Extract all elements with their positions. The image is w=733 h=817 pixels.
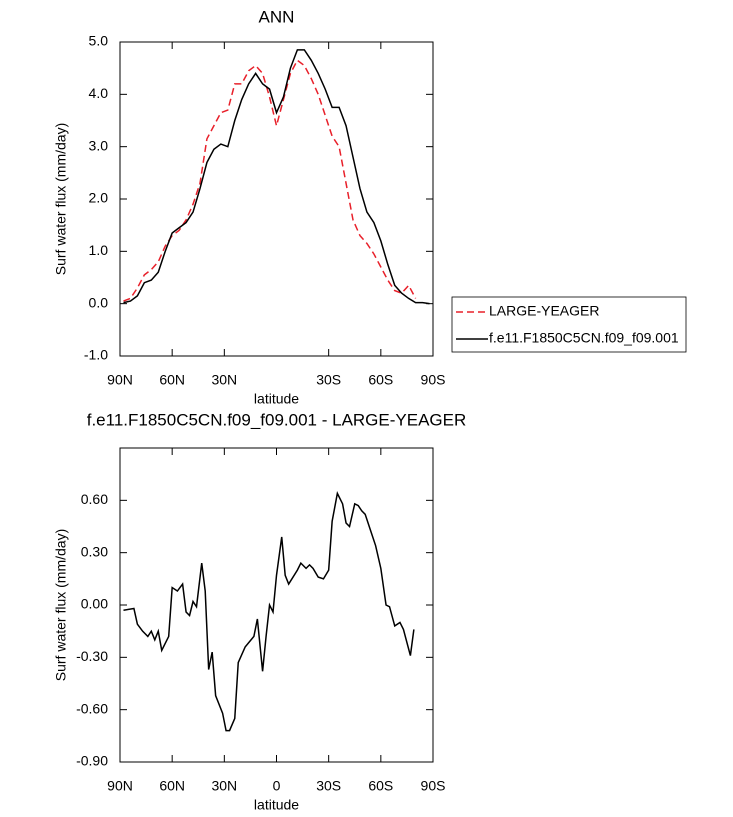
chart-title: f.e11.F1850C5CN.f09_f09.001 - LARGE-YEAG…	[87, 410, 467, 429]
x-tick-label: 60S	[368, 778, 393, 794]
x-tick-label: 0	[273, 778, 281, 794]
x-tick-label: 60N	[159, 372, 185, 388]
x-tick-label: 90S	[421, 778, 446, 794]
y-tick-label: 5.0	[89, 33, 109, 49]
chart-title: ANN	[259, 7, 295, 26]
x-tick-label: 30N	[211, 372, 237, 388]
legend-box	[451, 296, 687, 353]
y-tick-label: 0.60	[81, 491, 108, 507]
y-tick-label: -0.30	[76, 648, 108, 664]
y-tick-label: 1.0	[89, 242, 109, 258]
x-tick-label: 90N	[107, 778, 133, 794]
plot-frame	[119, 41, 434, 357]
x-axis-label: latitude	[254, 797, 299, 813]
x-axis-label: latitude	[254, 391, 299, 407]
y-tick-label: -1.0	[84, 347, 108, 363]
x-tick-label: 30S	[316, 372, 341, 388]
legend-label: LARGE-YEAGER	[489, 303, 599, 319]
series-line	[123, 59, 417, 302]
x-tick-label: 60N	[159, 778, 185, 794]
y-tick-label: -0.90	[76, 753, 108, 769]
y-tick-label: 4.0	[89, 85, 109, 101]
y-tick-label: 0.00	[81, 596, 108, 612]
y-axis-label: Surf water flux (mm/day)	[53, 529, 69, 681]
x-tick-label: 30S	[316, 778, 341, 794]
y-tick-label: 0.30	[81, 543, 108, 559]
x-tick-label: 60S	[368, 372, 393, 388]
series-line	[123, 491, 415, 732]
y-tick-label: 0.0	[89, 294, 109, 310]
y-tick-label: 3.0	[89, 137, 109, 153]
y-tick-label: -0.60	[76, 700, 108, 716]
y-axis-label: Surf water flux (mm/day)	[53, 123, 69, 275]
x-tick-label: 90N	[107, 372, 133, 388]
x-tick-label: 90S	[421, 372, 446, 388]
legend-label: f.e11.F1850C5CN.f09_f09.001	[489, 330, 679, 346]
x-tick-label: 30N	[211, 778, 237, 794]
series-line	[123, 49, 430, 305]
y-tick-label: 2.0	[89, 190, 109, 206]
